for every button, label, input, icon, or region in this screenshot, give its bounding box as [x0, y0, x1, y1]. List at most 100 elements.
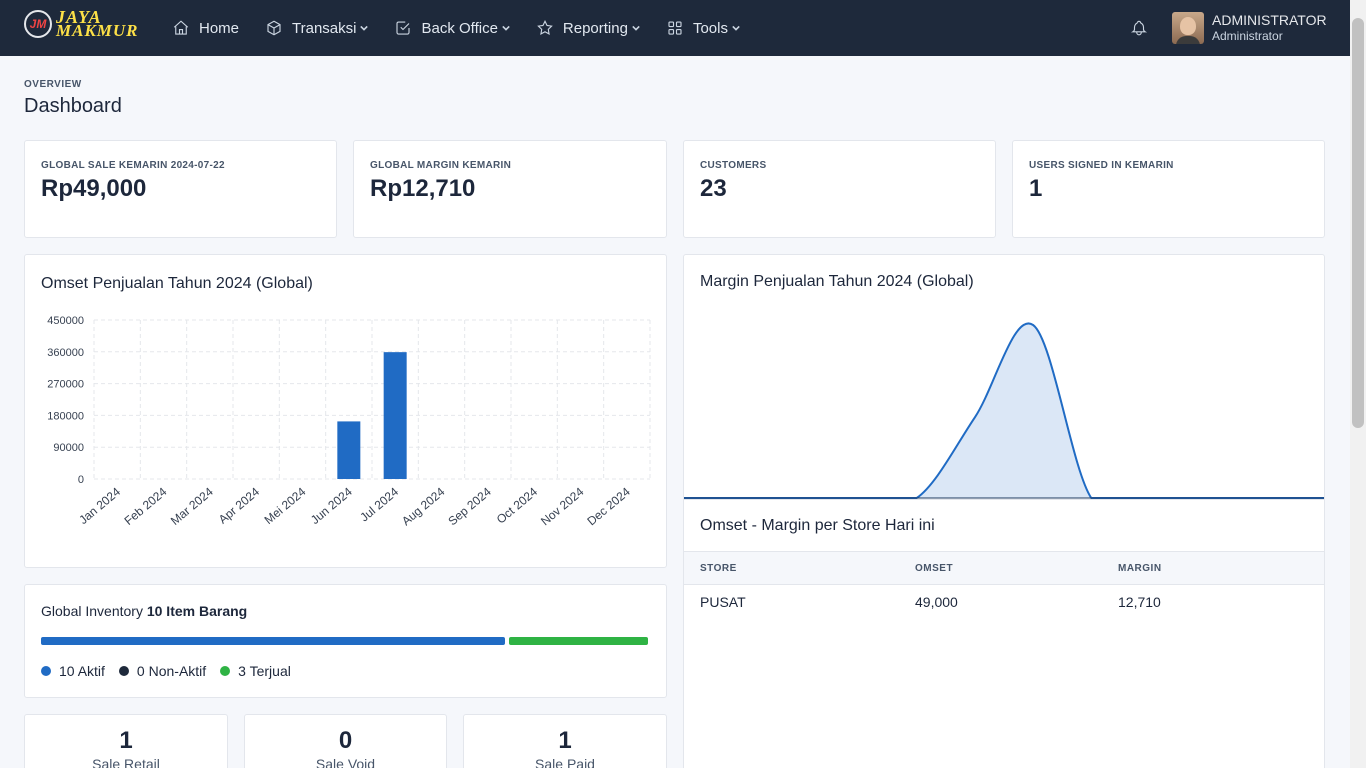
- user-role: Administrator: [1212, 29, 1283, 43]
- logo-line1: JAYA: [56, 7, 102, 27]
- notification-button[interactable]: [1130, 19, 1148, 37]
- y-tick-label: 450000: [47, 315, 84, 327]
- inventory-count: 10 Item Barang: [146, 603, 248, 619]
- inventory-legend: 10 Aktif 0 Non-Aktif 3 Terjual: [41, 663, 305, 679]
- stat-value: Rp49,000: [41, 175, 147, 202]
- y-tick-label: 360000: [47, 347, 84, 359]
- store-table-header: STORE OMSET MARGIN: [684, 551, 1324, 585]
- nav-tools-label: Tools: [692, 19, 728, 37]
- nav-transaksi-label: Transaksi: [292, 19, 357, 37]
- nav-tools[interactable]: Tools: [666, 19, 740, 37]
- chevron-down-icon: [502, 25, 510, 31]
- x-tick-label: Jan 2024: [76, 484, 123, 527]
- sale-retail-card: 1 Sale Retail: [24, 714, 228, 768]
- sale-void-value: 0: [338, 727, 353, 754]
- page-title: Dashboard: [24, 95, 122, 117]
- user-info: ADMINISTRATOR Administrator: [1212, 12, 1327, 44]
- package-icon: [267, 20, 281, 36]
- nav-backoffice[interactable]: Back Office: [394, 19, 510, 37]
- y-tick-label: 180000: [47, 410, 84, 422]
- nav-transaksi[interactable]: Transaksi: [265, 19, 369, 37]
- x-tick-label: Mei 2024: [262, 484, 309, 527]
- bar-jun-2024: [337, 421, 361, 479]
- x-tick-label: Jul 2024: [357, 484, 401, 524]
- omset-chart-title: Omset Penjualan Tahun 2024 (Global): [41, 275, 313, 292]
- brand-logo[interactable]: JM JAYA MAKMUR: [24, 7, 139, 40]
- y-tick-label: 0: [78, 474, 84, 486]
- nav-backoffice-label: Back Office: [421, 19, 498, 37]
- nav-reporting[interactable]: Reporting: [536, 19, 640, 37]
- stat-label: USERS SIGNED IN KEMARIN: [1029, 160, 1174, 171]
- avatar: [1172, 12, 1204, 44]
- inventory-bar-aktif: [41, 637, 505, 645]
- x-tick-label: Aug 2024: [399, 484, 448, 528]
- main-nav: Home Transaksi Back Office Reporting Too…: [172, 0, 766, 56]
- user-name: ADMINISTRATOR: [1212, 12, 1327, 28]
- divider: [684, 499, 1324, 500]
- legend-aktif: 10 Aktif: [41, 663, 105, 679]
- star-icon: [537, 19, 553, 35]
- th-omset[interactable]: OMSET: [915, 563, 954, 574]
- stat-label: GLOBAL SALE KEMARIN 2024-07-22: [41, 160, 225, 171]
- scrollbar-thumb[interactable]: [1352, 18, 1364, 428]
- margin-chart-title: Margin Penjualan Tahun 2024 (Global): [700, 273, 974, 290]
- inventory-title: Global Inventory 10 Item Barang: [41, 603, 247, 619]
- inventory-label: Global Inventory: [41, 603, 143, 619]
- sale-void-card: 0 Sale Void: [244, 714, 447, 768]
- page-pretitle: OVERVIEW: [24, 79, 82, 90]
- logo-badge: JM: [24, 10, 52, 38]
- chevron-down-icon: [732, 25, 740, 31]
- x-tick-label: Sep 2024: [445, 484, 494, 528]
- stat-card-global-margin: GLOBAL MARGIN KEMARIN Rp12,710: [353, 140, 667, 238]
- sale-paid-value: 1: [558, 727, 572, 754]
- cell-store: PUSAT: [700, 594, 746, 610]
- logo-line2: MAKMUR: [56, 21, 139, 40]
- nav-reporting-label: Reporting: [562, 19, 628, 37]
- stat-card-customers: CUSTOMERS 23: [683, 140, 996, 238]
- sale-paid-card: 1 Sale Paid: [463, 714, 667, 768]
- x-tick-label: Mar 2024: [168, 484, 216, 528]
- bar-jul-2024: [383, 352, 407, 479]
- nav-home[interactable]: Home: [172, 19, 239, 37]
- legend-label: 3 Terjual: [238, 663, 291, 679]
- legend-dot: [118, 666, 129, 676]
- stat-label: CUSTOMERS: [700, 160, 767, 171]
- stat-label: GLOBAL MARGIN KEMARIN: [370, 160, 512, 171]
- nav-home-label: Home: [199, 19, 240, 37]
- bell-icon: [1130, 20, 1148, 36]
- th-margin[interactable]: MARGIN: [1118, 563, 1162, 574]
- chevron-down-icon: [632, 25, 640, 31]
- store-table-title: Omset - Margin per Store Hari ini: [700, 517, 935, 534]
- grid-icon: [668, 21, 682, 35]
- stat-value: Rp12,710: [370, 175, 476, 202]
- y-tick-label: 270000: [47, 379, 84, 391]
- inventory-bar-terjual: [509, 637, 648, 645]
- x-tick-label: Feb 2024: [122, 484, 170, 528]
- sale-void-label: Sale Void: [315, 756, 376, 768]
- margin-card: Margin Penjualan Tahun 2024 (Global) Oms…: [683, 254, 1325, 768]
- x-tick-label: Nov 2024: [538, 484, 587, 528]
- legend-dot: [41, 666, 51, 676]
- omset-chart-card: Omset Penjualan Tahun 2024 (Global) 4500…: [24, 254, 667, 568]
- stat-value: 1: [1029, 175, 1043, 202]
- y-tick-label: 90000: [53, 442, 84, 454]
- sale-retail-value: 1: [119, 727, 133, 754]
- legend-terjual: 3 Terjual: [220, 663, 291, 679]
- cell-omset: 49,000: [915, 594, 958, 610]
- user-menu[interactable]: ADMINISTRATOR Administrator: [1172, 12, 1327, 44]
- stat-value: 23: [700, 175, 727, 202]
- checkbox-icon: [396, 21, 411, 35]
- legend-label: 10 Aktif: [59, 663, 105, 679]
- inventory-card: Global Inventory 10 Item Barang 10 Aktif…: [24, 584, 667, 698]
- x-tick-label: Apr 2024: [216, 484, 263, 526]
- home-icon: [173, 20, 189, 35]
- x-tick-label: Dec 2024: [584, 484, 633, 528]
- legend-non-aktif: 0 Non-Aktif: [118, 663, 206, 679]
- margin-area-chart: [684, 322, 1324, 499]
- legend-dot: [220, 666, 231, 676]
- sale-retail-label: Sale Retail: [92, 756, 160, 768]
- page-scrollbar[interactable]: [1350, 0, 1366, 768]
- th-store[interactable]: STORE: [700, 563, 737, 574]
- x-tick-label: Jun 2024: [308, 484, 355, 527]
